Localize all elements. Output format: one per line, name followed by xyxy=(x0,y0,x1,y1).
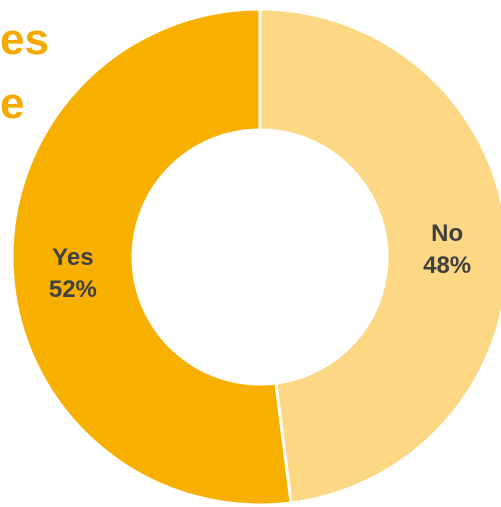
donut-slices xyxy=(10,7,501,507)
slice-label-no: No xyxy=(431,220,463,247)
slice-label-yes: Yes xyxy=(52,244,93,271)
donut-slice-no xyxy=(258,7,501,505)
donut-slice-yes xyxy=(10,7,293,507)
slice-value-yes: 52% xyxy=(49,276,97,303)
slice-value-no: 48% xyxy=(423,252,471,279)
chart-title-fragment: es e xyxy=(0,15,49,128)
donut-labels: No 48% Yes 52% xyxy=(49,220,471,303)
